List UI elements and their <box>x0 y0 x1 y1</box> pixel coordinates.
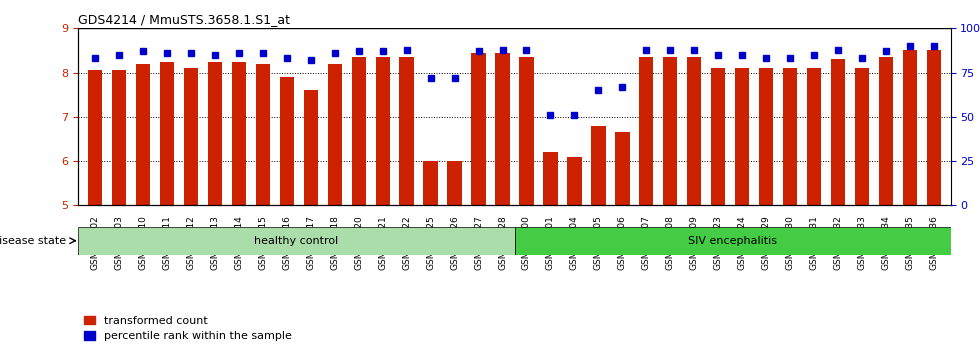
Bar <box>375 57 390 205</box>
Bar <box>710 68 725 205</box>
Bar <box>615 132 629 205</box>
Bar <box>160 62 174 205</box>
Bar <box>471 53 486 205</box>
Bar <box>927 51 941 205</box>
Text: SIV encephalitis: SIV encephalitis <box>688 236 777 246</box>
Bar <box>352 57 366 205</box>
Bar <box>327 64 342 205</box>
Bar <box>88 70 102 205</box>
Bar <box>184 68 198 205</box>
Bar <box>304 90 318 205</box>
Bar <box>543 152 558 205</box>
Bar <box>231 62 246 205</box>
Bar <box>495 53 510 205</box>
Legend: transformed count, percentile rank within the sample: transformed count, percentile rank withi… <box>84 315 292 341</box>
Bar <box>112 70 126 205</box>
Text: disease state: disease state <box>0 236 67 246</box>
Bar <box>879 57 893 205</box>
Bar <box>591 126 606 205</box>
Bar <box>831 59 845 205</box>
Bar <box>208 62 222 205</box>
Bar <box>663 57 677 205</box>
Bar <box>256 64 270 205</box>
Bar <box>400 57 414 205</box>
Bar <box>567 157 581 205</box>
Bar <box>639 57 654 205</box>
Bar <box>423 161 438 205</box>
Bar <box>687 57 702 205</box>
Bar <box>279 77 294 205</box>
Bar <box>519 57 534 205</box>
Bar <box>759 68 773 205</box>
Bar <box>448 161 462 205</box>
FancyBboxPatch shape <box>514 227 951 255</box>
Bar <box>855 68 869 205</box>
FancyBboxPatch shape <box>78 227 514 255</box>
Bar <box>783 68 798 205</box>
Text: healthy control: healthy control <box>255 236 338 246</box>
Bar <box>903 51 917 205</box>
Text: GDS4214 / MmuSTS.3658.1.S1_at: GDS4214 / MmuSTS.3658.1.S1_at <box>78 13 290 26</box>
Bar <box>735 68 750 205</box>
Bar <box>136 64 150 205</box>
Bar <box>807 68 821 205</box>
